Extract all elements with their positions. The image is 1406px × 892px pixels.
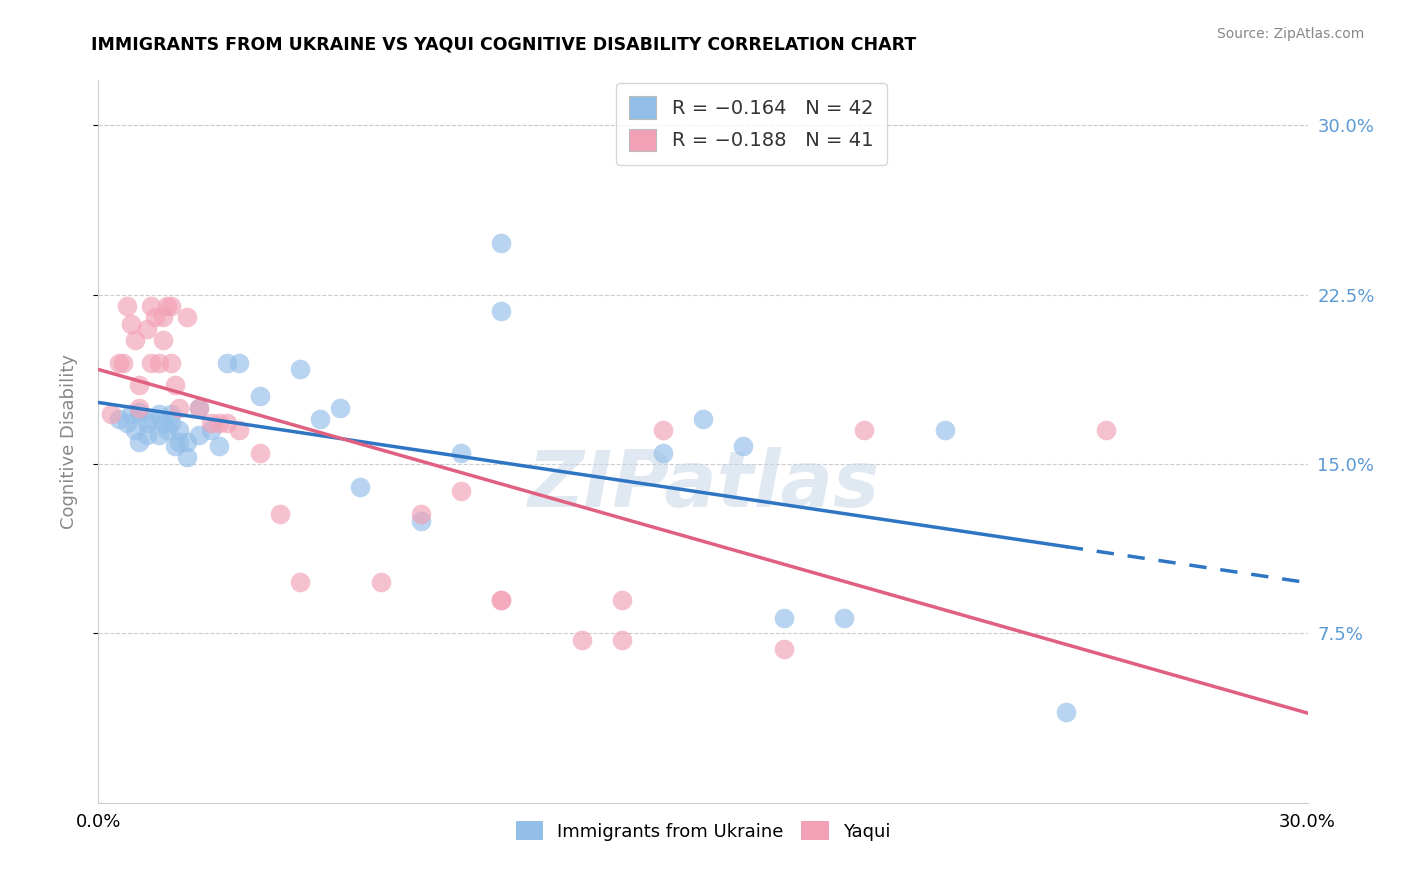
Point: [152, 310, 174, 325]
Point: [111, 355, 134, 369]
Point: [143, 310, 166, 325]
Point: [160, 417, 183, 431]
Text: IMMIGRANTS FROM UKRAINE VS YAQUI COGNITIVE DISABILITY CORRELATION CHART: IMMIGRANTS FROM UKRAINE VS YAQUI COGNITI…: [91, 36, 917, 54]
Point: [571, 633, 593, 648]
Point: [120, 408, 142, 422]
Point: [124, 333, 146, 347]
Point: [612, 592, 634, 607]
Point: [120, 317, 142, 331]
Point: [228, 355, 250, 369]
Point: [148, 427, 170, 442]
Point: [139, 299, 162, 313]
Point: [733, 439, 755, 453]
Point: [491, 592, 513, 607]
Point: [370, 574, 392, 589]
Point: [176, 450, 198, 465]
Point: [832, 610, 855, 624]
Point: [1054, 706, 1077, 720]
Point: [188, 401, 211, 415]
Point: [349, 480, 371, 494]
Point: [152, 417, 174, 431]
Point: [148, 408, 170, 422]
Point: [651, 446, 673, 460]
Point: [491, 235, 513, 250]
Point: [409, 514, 432, 528]
Point: [1095, 423, 1118, 437]
Point: [124, 423, 146, 437]
Point: [128, 378, 150, 392]
Point: [128, 401, 150, 415]
Point: [772, 642, 794, 657]
Point: [107, 355, 129, 369]
Point: [651, 423, 673, 437]
Point: [772, 610, 794, 624]
Point: [128, 405, 150, 419]
Point: [692, 412, 714, 426]
Point: [491, 303, 513, 318]
Y-axis label: Cognitive Disability: Cognitive Disability: [59, 354, 77, 529]
Text: ZIPatlas: ZIPatlas: [527, 447, 879, 523]
Point: [139, 355, 162, 369]
Point: [450, 446, 472, 460]
Point: [188, 427, 211, 442]
Point: [148, 355, 170, 369]
Point: [163, 439, 186, 453]
Point: [167, 434, 190, 449]
Point: [167, 423, 190, 437]
Point: [612, 633, 634, 648]
Point: [135, 321, 157, 335]
Point: [160, 408, 183, 422]
Point: [156, 299, 179, 313]
Point: [176, 310, 198, 325]
Point: [217, 355, 239, 369]
Point: [450, 484, 472, 499]
Point: [167, 401, 190, 415]
Point: [200, 423, 222, 437]
Point: [152, 333, 174, 347]
Point: [249, 389, 271, 403]
Point: [288, 574, 311, 589]
Point: [156, 423, 179, 437]
Point: [100, 408, 122, 422]
Point: [409, 507, 432, 521]
Point: [107, 412, 129, 426]
Point: [208, 417, 231, 431]
Point: [139, 412, 162, 426]
Point: [249, 446, 271, 460]
Point: [934, 423, 956, 437]
Point: [329, 401, 352, 415]
Text: Source: ZipAtlas.com: Source: ZipAtlas.com: [1216, 27, 1364, 41]
Legend: Immigrants from Ukraine, Yaqui: Immigrants from Ukraine, Yaqui: [509, 814, 897, 848]
Point: [160, 299, 183, 313]
Point: [309, 412, 332, 426]
Point: [163, 378, 186, 392]
Point: [208, 439, 231, 453]
Point: [200, 417, 222, 431]
Point: [176, 434, 198, 449]
Point: [135, 427, 157, 442]
Point: [853, 423, 876, 437]
Point: [128, 434, 150, 449]
Point: [228, 423, 250, 437]
Point: [188, 401, 211, 415]
Point: [217, 417, 239, 431]
Point: [288, 362, 311, 376]
Point: [115, 299, 138, 313]
Point: [135, 417, 157, 431]
Point: [115, 417, 138, 431]
Point: [160, 355, 183, 369]
Point: [269, 507, 291, 521]
Point: [491, 592, 513, 607]
